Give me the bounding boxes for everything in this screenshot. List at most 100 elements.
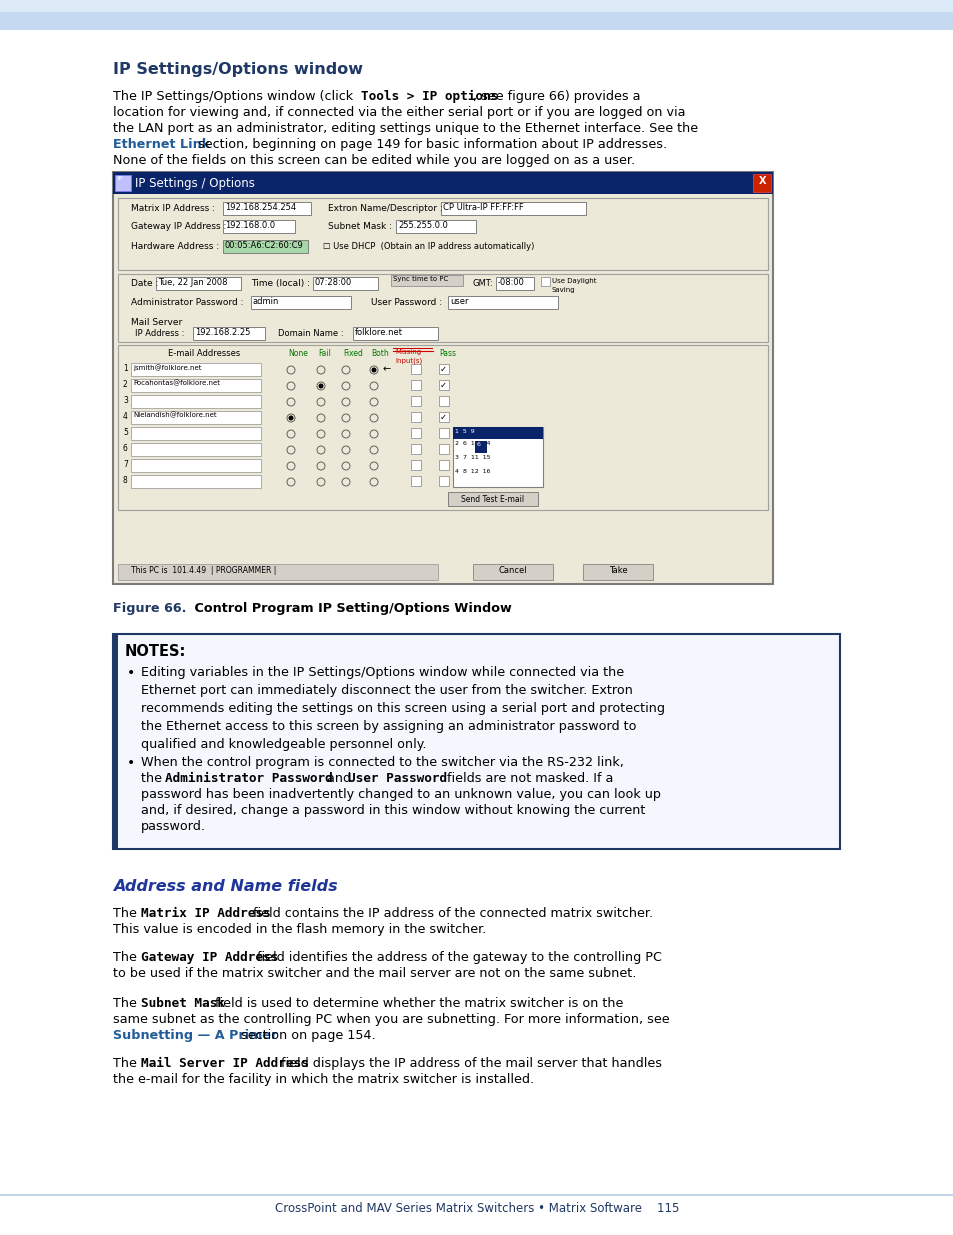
Bar (223, 203, 311, 215)
Text: This PC is  101.4.49  | PROGRAMMER |: This PC is 101.4.49 | PROGRAMMER | (131, 566, 276, 576)
Text: 255.255.0.0: 255.255.0.0 (397, 221, 447, 230)
Bar (453, 427, 542, 487)
Circle shape (371, 368, 376, 373)
Circle shape (318, 384, 323, 389)
Bar (112, 172, 772, 194)
Text: 2  6  10  14: 2 6 10 14 (455, 441, 490, 446)
Text: CP Ultra-IP FF:FF:FF: CP Ultra-IP FF:FF:FF (442, 203, 523, 212)
Bar (131, 411, 261, 424)
Text: Saving: Saving (552, 287, 575, 293)
Text: 5: 5 (123, 429, 128, 437)
Text: -08:00: -08:00 (497, 278, 524, 287)
Bar (251, 296, 351, 309)
Text: section, beginning on page 149 for basic information about IP addresses.: section, beginning on page 149 for basic… (193, 138, 666, 151)
Text: Tools > IP options: Tools > IP options (360, 90, 497, 103)
Bar (411, 380, 420, 390)
Bar (223, 220, 294, 233)
Bar (438, 396, 449, 406)
Text: ☐ Use DHCP  (Obtain an IP address automatically): ☐ Use DHCP (Obtain an IP address automat… (323, 242, 534, 251)
Text: Administrator Password :: Administrator Password : (131, 298, 243, 308)
Text: Domain Name :: Domain Name : (277, 329, 343, 338)
Bar (131, 443, 261, 456)
Text: IP Address :: IP Address : (135, 329, 184, 338)
Bar (131, 363, 261, 375)
Text: CrossPoint and MAV Series Matrix Switchers • Matrix Software    115: CrossPoint and MAV Series Matrix Switche… (274, 1202, 679, 1215)
Text: Editing variables in the IP Settings/Options window while connected via the
Ethe: Editing variables in the IP Settings/Opt… (141, 666, 664, 751)
Bar (473, 564, 553, 580)
Text: 8: 8 (123, 475, 128, 485)
Text: 07:28:00: 07:28:00 (314, 278, 352, 287)
Text: Fixed: Fixed (343, 350, 362, 358)
Text: 192.168.254.254: 192.168.254.254 (225, 203, 295, 212)
Text: GMT:: GMT: (473, 279, 493, 288)
Bar (438, 364, 449, 374)
Text: Control Program IP Setting/Options Window: Control Program IP Setting/Options Windo… (181, 601, 511, 615)
Bar (453, 427, 542, 438)
Text: The IP Settings/Options window (click: The IP Settings/Options window (click (112, 90, 356, 103)
Text: This value is encoded in the flash memory in the switcher.: This value is encoded in the flash memor… (112, 923, 486, 936)
Text: Matrix IP Address :: Matrix IP Address : (131, 204, 214, 212)
Circle shape (288, 415, 294, 420)
Text: 3  7  11  15: 3 7 11 15 (455, 454, 490, 459)
Bar (115, 175, 131, 191)
Text: Pass: Pass (438, 350, 456, 358)
Text: Missing: Missing (395, 350, 420, 354)
Text: Hardware Address :: Hardware Address : (131, 242, 219, 251)
Bar (448, 492, 537, 506)
Bar (440, 203, 585, 215)
Bar (156, 277, 241, 290)
Text: IP Settings/Options window: IP Settings/Options window (112, 62, 363, 77)
Text: Administrator Password: Administrator Password (165, 772, 333, 785)
Text: None of the fields on this screen can be edited while you are logged on as a use: None of the fields on this screen can be… (112, 154, 635, 167)
Text: Cancel: Cancel (498, 566, 527, 576)
Text: 4: 4 (123, 412, 128, 421)
Text: the e-mail for the facility in which the matrix switcher is installed.: the e-mail for the facility in which the… (112, 1073, 534, 1086)
Text: The: The (112, 951, 141, 965)
Bar (118, 198, 767, 270)
Text: •: • (127, 756, 135, 769)
Text: and, if desired, change a password in this window without knowing the current: and, if desired, change a password in th… (141, 804, 644, 818)
Bar (411, 445, 420, 454)
Text: fields are not masked. If a: fields are not masked. If a (442, 772, 613, 785)
Text: Sync time to PC: Sync time to PC (393, 275, 448, 282)
Text: 6: 6 (476, 442, 480, 447)
Text: Tue, 22 Jan 2008: Tue, 22 Jan 2008 (158, 278, 227, 287)
Text: Nielandish@folklore.net: Nielandish@folklore.net (132, 412, 216, 419)
Bar (131, 395, 261, 408)
Text: Subnet Mask :: Subnet Mask : (328, 222, 392, 231)
Text: 7: 7 (123, 459, 128, 469)
Bar (131, 475, 261, 488)
Text: field is used to determine whether the matrix switcher is on the: field is used to determine whether the m… (211, 997, 622, 1010)
Text: Mail Server IP Address: Mail Server IP Address (141, 1057, 309, 1070)
Text: Date :: Date : (131, 279, 158, 288)
Text: Fail: Fail (317, 350, 331, 358)
Text: Address and Name fields: Address and Name fields (112, 879, 337, 894)
Text: ✓: ✓ (439, 366, 447, 374)
Text: and: and (323, 772, 355, 785)
Text: 6: 6 (123, 445, 128, 453)
Text: The: The (112, 1057, 141, 1070)
Text: IP: IP (117, 177, 122, 182)
Text: , see figure 66) provides a: , see figure 66) provides a (473, 90, 639, 103)
Bar (0, 0, 953, 30)
Text: None: None (288, 350, 308, 358)
Text: 4  8  12  16: 4 8 12 16 (455, 469, 490, 474)
Bar (438, 380, 449, 390)
Text: Time (local) :: Time (local) : (251, 279, 310, 288)
Text: Use Daylight: Use Daylight (552, 278, 596, 284)
Text: field contains the IP address of the connected matrix switcher.: field contains the IP address of the con… (249, 906, 653, 920)
Bar (438, 475, 449, 487)
Text: Both: Both (371, 350, 388, 358)
Text: Pocahontas@folklore.net: Pocahontas@folklore.net (132, 380, 220, 387)
Bar (131, 459, 261, 472)
Bar (112, 172, 772, 584)
Text: User Password: User Password (348, 772, 447, 785)
Text: same subnet as the controlling PC when you are subnetting. For more information,: same subnet as the controlling PC when y… (112, 1013, 669, 1026)
Text: The: The (112, 906, 141, 920)
Bar (118, 274, 767, 342)
Text: the: the (141, 772, 166, 785)
Text: Matrix IP Address: Matrix IP Address (141, 906, 271, 920)
Text: •: • (127, 666, 135, 680)
Bar (131, 427, 261, 440)
Text: User Password :: User Password : (371, 298, 441, 308)
